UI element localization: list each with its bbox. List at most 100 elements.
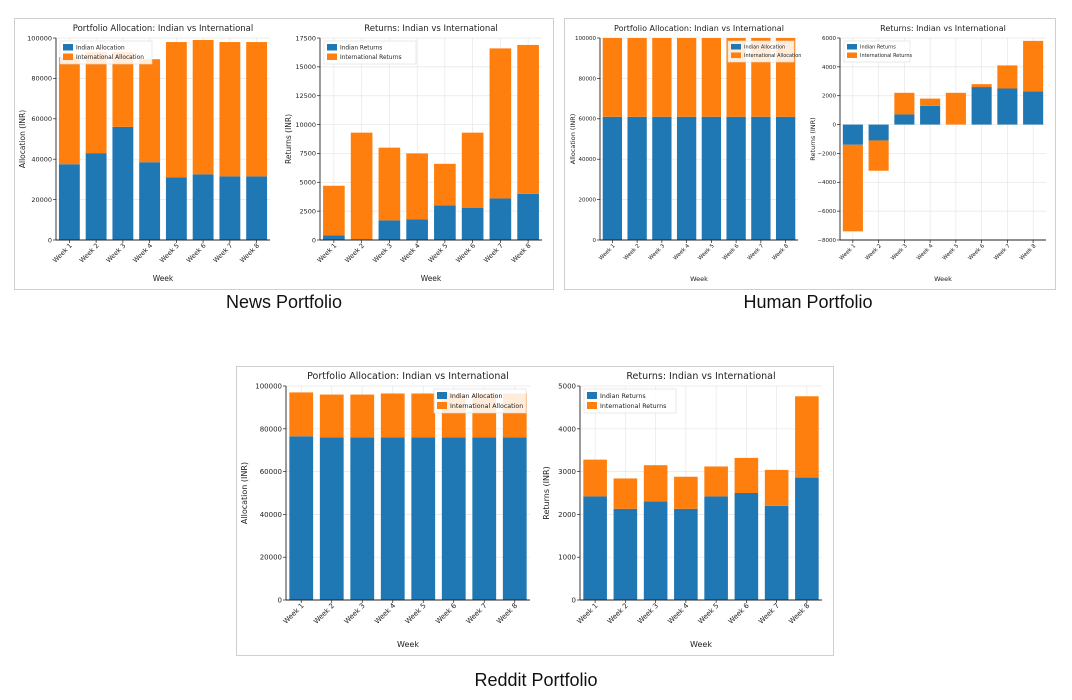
x-tick-label: Week 4	[666, 601, 690, 625]
x-tick-label: Week 2	[623, 243, 642, 262]
legend-swatch	[731, 44, 741, 50]
bar-international	[323, 185, 345, 236]
x-tick-label: Week 1	[839, 243, 858, 262]
bar-indian	[701, 116, 722, 240]
legend-swatch	[327, 44, 337, 51]
y-tick-label: 4000	[822, 65, 836, 71]
x-tick-label: Week 8	[510, 242, 533, 265]
y-tick-label: 6000	[822, 36, 836, 42]
bar-indian	[627, 116, 647, 240]
legend-label: International Returns	[340, 55, 402, 61]
y-tick-label: 10000	[295, 121, 316, 129]
x-tick-label: Week 1	[576, 602, 600, 626]
x-tick-label: Week 4	[373, 601, 397, 625]
reddit-returns-chart: Returns: Indian vs International 0 1000 200…	[542, 371, 822, 649]
legend-swatch	[63, 53, 73, 60]
bar-indian	[734, 493, 759, 600]
legend-swatch	[731, 52, 741, 58]
x-tick-label: Week 4	[131, 242, 154, 265]
y-tick-label: 100000	[255, 382, 282, 390]
y-tick-label: 80000	[579, 76, 597, 82]
legend-label: International Returns	[600, 403, 666, 410]
x-axis-label: Week	[153, 274, 174, 283]
bar-international	[58, 57, 80, 165]
legend-box	[433, 388, 527, 414]
bar-international	[246, 42, 268, 177]
bar-international	[583, 459, 607, 497]
y-tick-label: 2000	[558, 511, 576, 519]
bar-international	[192, 40, 214, 175]
legend-swatch	[63, 44, 73, 51]
x-axis-label: Week	[690, 640, 712, 649]
bar-international	[764, 469, 789, 506]
bar-international	[85, 52, 107, 154]
bar-international	[602, 38, 623, 117]
x-tick-label: Week 8	[771, 243, 790, 262]
x-tick-label: Week 5	[942, 243, 961, 262]
x-axis-label: Week	[421, 274, 442, 283]
bar-indian	[441, 437, 466, 600]
bar-indian	[289, 436, 314, 600]
y-tick-label: 2500	[299, 207, 316, 215]
bar-indian	[764, 505, 789, 600]
legend-swatch	[847, 44, 857, 50]
x-tick-label: Week 3	[343, 602, 367, 626]
y-tick-label: 15000	[295, 63, 316, 71]
y-tick-label: 60000	[579, 117, 597, 123]
y-tick-label: 40000	[579, 157, 597, 163]
legend-label: International Returns	[860, 53, 912, 59]
x-tick-label: Week 6	[727, 601, 751, 625]
y-tick-label: 0	[312, 236, 316, 244]
reddit-portfolio-caption: Reddit Portfolio	[474, 670, 598, 690]
news-returns-chart: Returns: Indian vs International 0 2500 500…	[284, 24, 542, 283]
x-tick-label: Week 5	[158, 242, 181, 265]
bar-indian	[502, 437, 527, 600]
bar-indian	[971, 87, 992, 125]
bar-indian	[751, 116, 771, 240]
legend-label: Indian Returns	[600, 393, 646, 400]
bar-international	[489, 48, 512, 199]
x-tick-label: Week 6	[434, 601, 458, 625]
bar-indian	[219, 176, 241, 240]
y-tick-label: −6000	[817, 209, 836, 215]
legend-label: Indian Allocation	[450, 393, 503, 400]
x-tick-label: Week 4	[672, 243, 691, 262]
y-tick-label: 100000	[575, 36, 596, 42]
x-tick-label: Week 3	[105, 242, 128, 265]
y-tick-label: 0	[48, 236, 52, 244]
bar-international	[380, 393, 405, 438]
bar-indian	[652, 116, 672, 240]
bar-international	[894, 92, 915, 115]
legend-box	[843, 40, 911, 63]
legend-label: International Allocation	[744, 53, 801, 59]
bar-international	[319, 394, 344, 438]
bar-indian	[602, 116, 623, 240]
x-tick-label: Week 7	[993, 243, 1012, 262]
bar-indian	[643, 501, 668, 600]
bar-international	[139, 59, 161, 163]
legend-swatch	[587, 402, 597, 409]
chart-title: Returns: Indian vs International	[364, 24, 498, 34]
bar-international	[945, 92, 966, 125]
x-tick-label: Week 5	[427, 242, 450, 265]
y-axis-label: Allocation (INR)	[569, 114, 577, 164]
legend-box	[583, 388, 677, 414]
legend-swatch	[437, 392, 447, 399]
y-tick-label: 60000	[31, 115, 52, 123]
x-tick-label: Week 5	[404, 602, 428, 626]
y-axis-label: Returns (INR)	[542, 466, 551, 519]
x-tick-label: Week 5	[697, 602, 721, 626]
bar-indian	[920, 105, 941, 125]
bar-international	[920, 98, 941, 106]
x-tick-label: Week 3	[890, 243, 909, 262]
x-tick-label: Week 1	[598, 243, 617, 262]
bar-indian	[775, 116, 796, 240]
bar-international	[971, 84, 992, 88]
x-tick-label: Week 1	[316, 242, 339, 265]
bar-international	[868, 140, 889, 171]
y-tick-label: 80000	[31, 75, 52, 83]
y-tick-label: 20000	[31, 196, 52, 204]
bar-international	[734, 457, 759, 493]
human-portfolio-caption: Human Portfolio	[743, 292, 873, 312]
y-tick-label: −2000	[817, 151, 836, 157]
